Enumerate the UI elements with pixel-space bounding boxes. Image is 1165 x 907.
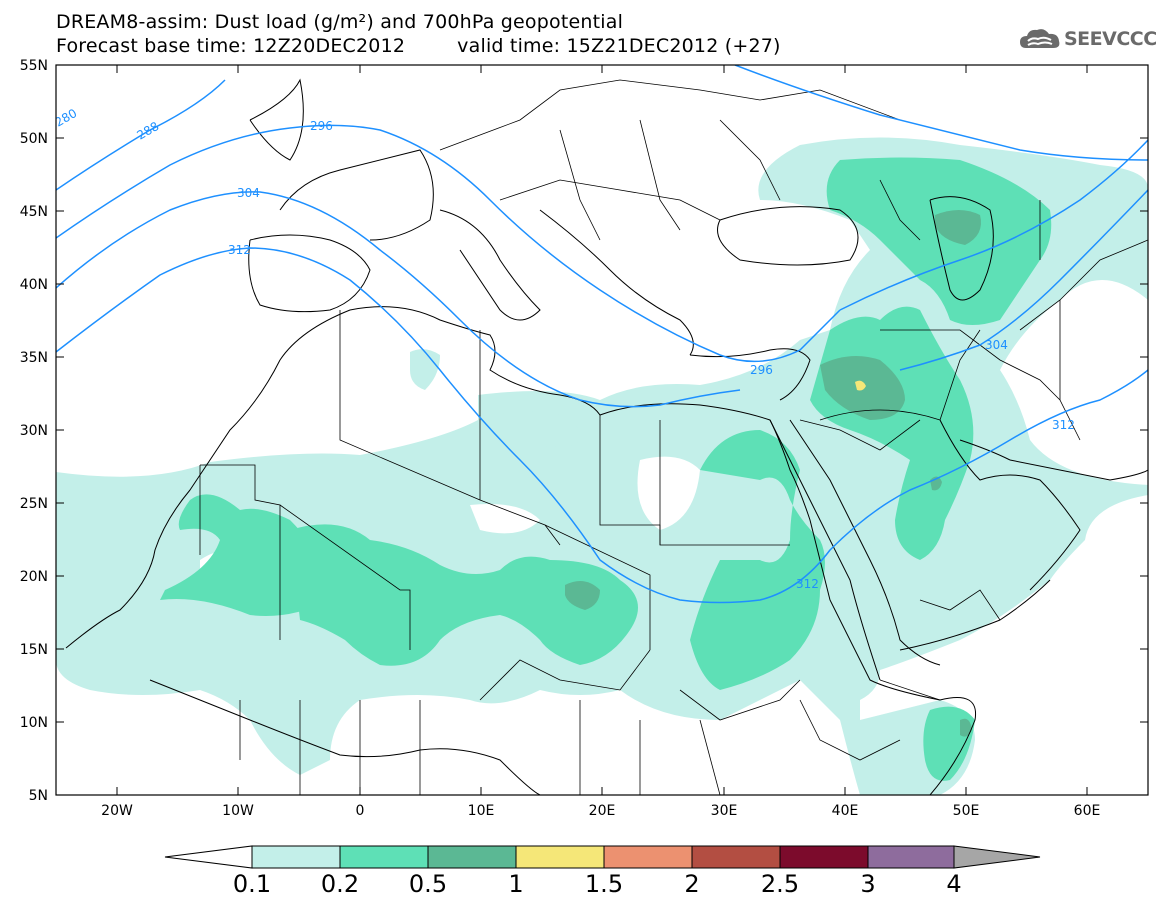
map-subtitle: Forecast base time: 12Z20DEC2012 valid ti… <box>56 36 781 56</box>
colorbar-swatch <box>604 846 692 868</box>
lat-label: 35N <box>20 350 48 366</box>
lat-label: 40N <box>20 277 48 293</box>
lon-label: 30E <box>711 803 738 819</box>
lon-label: 20E <box>589 803 616 819</box>
contour-label: 312 <box>228 243 251 257</box>
lon-label: 50E <box>953 803 980 819</box>
lon-label: 0 <box>356 803 365 819</box>
colorbar-label: 0.5 <box>408 870 448 898</box>
contour-label: 304 <box>985 338 1008 352</box>
lat-label: 45N <box>20 204 48 220</box>
colorbar-swatch <box>340 846 428 868</box>
contour-label: 312 <box>796 577 819 591</box>
colorbar-label: 1 <box>508 870 524 898</box>
lat-label: 10N <box>20 715 48 731</box>
colorbar <box>164 845 1041 869</box>
colorbar-swatch <box>780 846 868 868</box>
contour-label: 312 <box>1052 418 1075 432</box>
colorbar-swatch <box>868 846 954 868</box>
colorbar-swatch <box>252 846 340 868</box>
colorbar-swatch <box>692 846 780 868</box>
lat-label: 15N <box>20 642 48 658</box>
map-title: DREAM8-assim: Dust load (g/m²) and 700hP… <box>56 11 624 33</box>
colorbar-label: 3 <box>860 870 876 898</box>
axis-ticks <box>56 64 1148 796</box>
colorbar-label: 0.1 <box>232 870 272 898</box>
borders <box>199 79 1148 795</box>
coastlines <box>65 78 1148 795</box>
colorbar-under-arrow <box>164 845 253 869</box>
contour-label: 304 <box>237 186 260 200</box>
lat-label: 20N <box>20 569 48 585</box>
lat-label: 25N <box>20 496 48 512</box>
lon-label: 40E <box>832 803 859 819</box>
colorbar-label: 4 <box>946 870 962 898</box>
valid-time: valid time: 15Z21DEC2012 (+27) <box>457 35 781 57</box>
lon-label: 20W <box>101 803 133 819</box>
lat-label: 30N <box>20 423 48 439</box>
lat-label: 50N <box>20 131 48 147</box>
dust-fields: 280 288 296 304 312 296 304 312 312 <box>56 65 1148 795</box>
geopotential-contours <box>56 65 1148 604</box>
lat-label: 55N <box>20 58 48 74</box>
longitude-labels: 20W 10W 0 10E 20E 30E 40E 50E 60E <box>101 803 1100 819</box>
colorbar-label: 0.2 <box>320 870 360 898</box>
cloud-logo-icon <box>1020 29 1060 48</box>
colorbar-label: 2.5 <box>760 870 800 898</box>
lon-label: 10W <box>222 803 254 819</box>
colorbar-over-arrow <box>954 846 1040 868</box>
logo-text: SEEVCCC <box>1064 28 1157 50</box>
colorbar-swatch <box>428 846 516 868</box>
lon-label: 10E <box>468 803 495 819</box>
lat-label: 5N <box>29 788 48 804</box>
dust-level-1 <box>855 380 866 391</box>
colorbar-swatch <box>516 846 604 868</box>
contour-label: 288 <box>135 119 162 143</box>
contour-label: 296 <box>750 363 773 377</box>
latitude-labels: 55N 50N 45N 40N 35N 30N 25N 20N 15N 10N … <box>20 58 48 804</box>
base-time: Forecast base time: 12Z20DEC2012 <box>56 35 406 57</box>
colorbar-label: 1.5 <box>584 870 624 898</box>
colorbar-label: 2 <box>684 870 700 898</box>
lon-label: 60E <box>1074 803 1101 819</box>
contour-label: 296 <box>310 119 333 133</box>
